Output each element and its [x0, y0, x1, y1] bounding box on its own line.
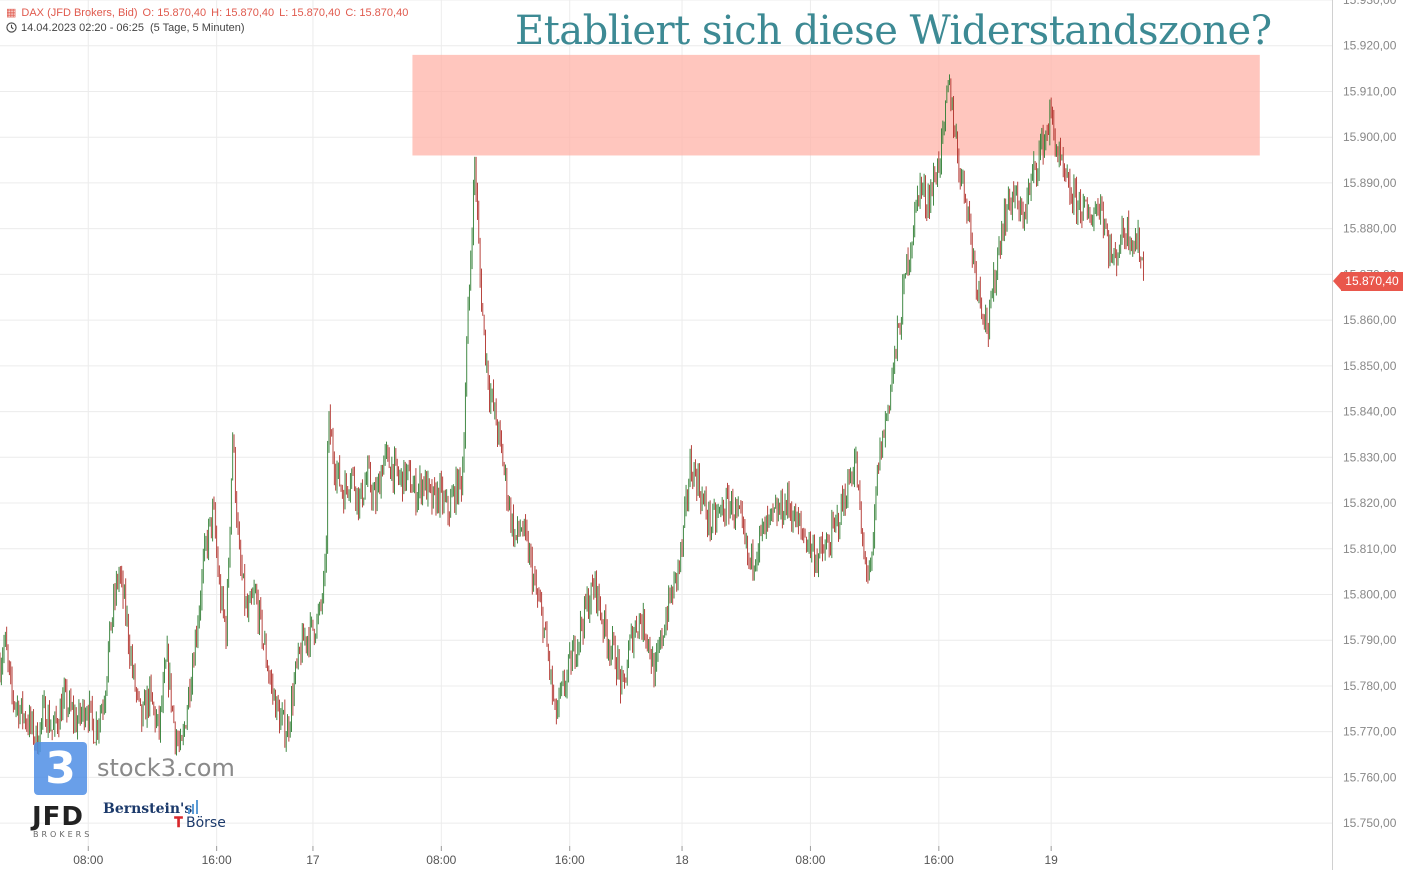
y-tick-label: 15.750,00 — [1343, 816, 1397, 830]
jfd-logo: JFD — [32, 802, 85, 832]
ohlc-open: O: 15.870,40 — [142, 7, 207, 19]
y-tick-label: 15.790,00 — [1343, 633, 1397, 647]
y-tick-label: 15.800,00 — [1343, 587, 1397, 601]
last-price-tag: 15.870,40 — [1333, 272, 1403, 291]
x-tick-label: 18 — [675, 853, 689, 867]
y-tick-label: 15.780,00 — [1343, 679, 1397, 693]
clock-icon — [6, 22, 17, 33]
y-tick-label: 15.860,00 — [1343, 313, 1397, 327]
ohlc-high: H: 15.870,40 — [211, 7, 275, 19]
instrument-header: ▦ DAX (JFD Brokers, Bid) O: 15.870,40 H: 15… — [6, 6, 413, 19]
resistance-zone — [412, 54, 1260, 156]
y-tick-label: 15.900,00 — [1343, 130, 1397, 144]
x-tick-label: 17 — [306, 853, 320, 867]
period-label: (5 Tage, 5 Minuten) — [149, 22, 245, 34]
x-tick-label: 16:00 — [924, 853, 954, 867]
stock3-wordmark: stock3.com — [97, 754, 235, 782]
chart-grid — [0, 0, 1332, 846]
price-axis: 15.930,00 15.920,00 15.910,00 15.900,00 15.8… — [73, 0, 1397, 870]
y-tick-label: 15.820,00 — [1343, 496, 1397, 510]
instrument-name[interactable]: DAX (JFD Brokers, Bid) — [21, 7, 138, 19]
x-tick-label: 08:00 — [426, 853, 456, 867]
ohlc-low: L: 15.870,40 — [279, 7, 341, 19]
y-tick-label: 15.760,00 — [1343, 770, 1397, 784]
y-tick-label: 15.810,00 — [1343, 542, 1397, 556]
chart-headline: Etabliert sich diese Widerstandszone? — [515, 8, 1272, 54]
bernstein-logo: Bernstein's — [103, 801, 193, 817]
y-tick-label: 15.770,00 — [1343, 725, 1397, 739]
x-tick-label: 16:00 — [202, 853, 232, 867]
y-tick-label: 15.910,00 — [1343, 84, 1397, 98]
y-tick-label: 15.930,00 — [1343, 0, 1397, 7]
y-tick-label: 15.890,00 — [1343, 176, 1397, 190]
y-tick-label: 15.840,00 — [1343, 405, 1397, 419]
jfd-logo-sub: BROKERS — [33, 830, 93, 839]
y-tick-label: 15.880,00 — [1343, 222, 1397, 236]
ohlc-close: C: 15.870,40 — [345, 7, 409, 19]
boerse-logo: Börse — [186, 815, 226, 831]
x-tick-label: 16:00 — [555, 853, 585, 867]
time-range-row: 14.04.2023 02:20 - 06:25 (5 Tage, 5 Minut… — [6, 22, 251, 34]
x-tick-label: 08:00 — [795, 853, 825, 867]
boerse-mark: 𝐓 — [174, 815, 184, 831]
candles — [0, 74, 1144, 756]
x-tick-label: 08:00 — [73, 853, 103, 867]
time-range: 14.04.2023 02:20 - 06:25 — [21, 22, 144, 34]
stock3-logo: 3 — [34, 742, 87, 795]
bar-chart-icon — [188, 800, 198, 814]
y-tick-label: 15.830,00 — [1343, 450, 1397, 464]
resistance-zone-rect — [412, 54, 1260, 156]
y-tick-label: 15.920,00 — [1343, 39, 1397, 53]
y-tick-label: 15.850,00 — [1343, 359, 1397, 373]
x-tick-label: 19 — [1044, 853, 1058, 867]
bars-icon: ▦ — [6, 7, 17, 19]
